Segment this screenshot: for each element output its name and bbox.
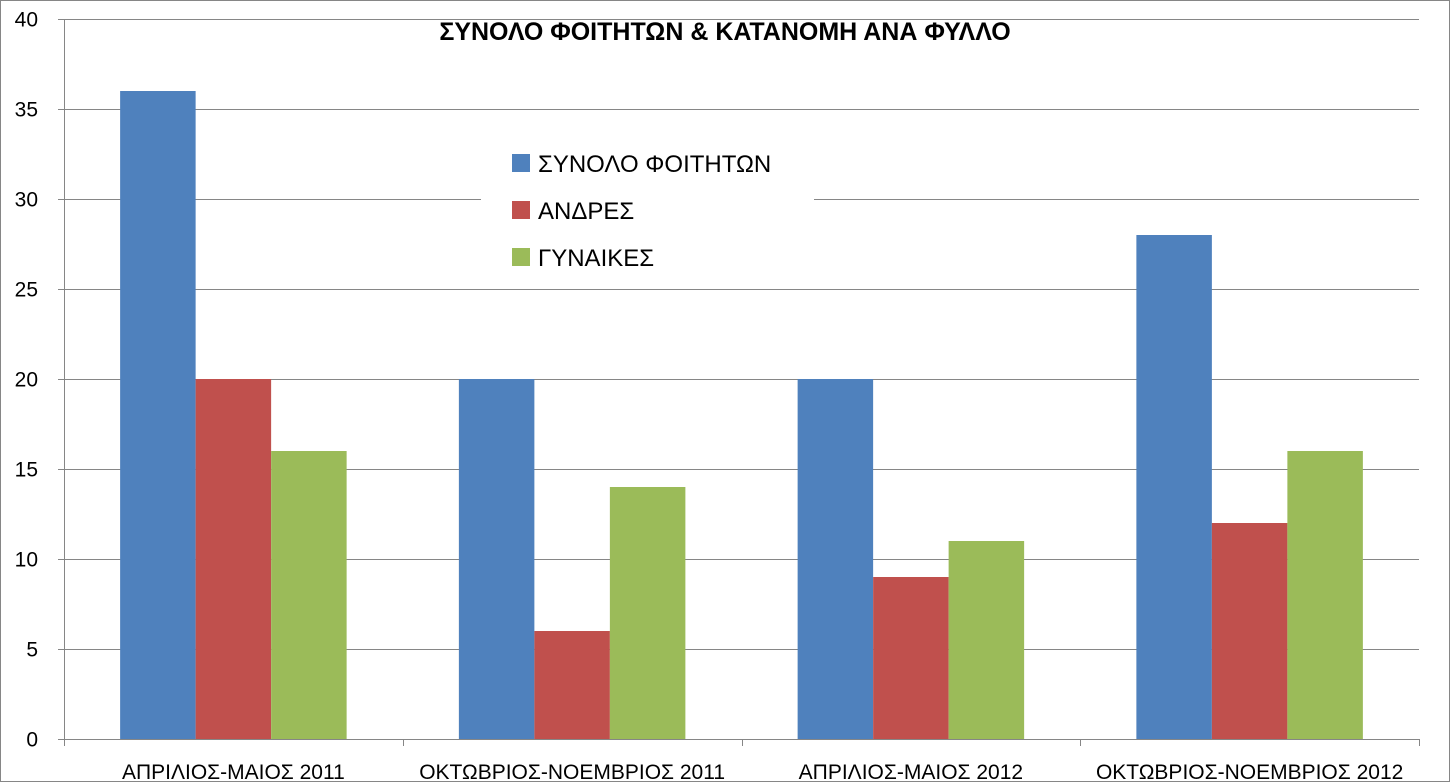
x-category-label: ΟΚΤΩΒΡΙΟΣ-ΝΟΕΜΒΡΙΟΣ 2011	[419, 761, 725, 782]
legend-label: ΑΝΔΡΕΣ	[538, 198, 634, 225]
bar	[1287, 451, 1363, 739]
x-category-label: ΑΠΡΙΛΙΟΣ-ΜΑΙΟΣ 2012	[799, 761, 1023, 782]
bar	[797, 379, 874, 739]
y-tick-label: 30	[15, 189, 38, 212]
bar	[609, 487, 686, 739]
y-tick-label: 10	[15, 549, 38, 572]
legend-box	[481, 137, 814, 277]
legend: ΣΥΝΟΛΟ ΦΟΙΤΗΤΩΝ ΑΝΔΡΕΣ ΓΥΝΑΙΚΕΣ	[481, 137, 814, 277]
legend-label: ΓΥΝΑΙΚΕΣ	[538, 245, 654, 272]
y-tick-label: 25	[15, 279, 38, 302]
y-tick-label: 0	[26, 729, 38, 752]
chart-title: ΣΥΝΟΛΟ ΦΟΙΤΗΤΩΝ & ΚΑΤΑΝΟΜΗ ΑΝΑ ΦΥΛΛΟ	[439, 18, 1010, 46]
legend-swatch	[512, 154, 530, 172]
bar	[873, 577, 949, 739]
bar	[534, 631, 610, 739]
legend-label: ΣΥΝΟΛΟ ΦΟΙΤΗΤΩΝ	[538, 151, 771, 178]
axes	[58, 19, 1420, 746]
y-tick-label: 20	[15, 369, 38, 392]
bar	[948, 541, 1025, 739]
bar	[1211, 523, 1288, 739]
y-tick-label: 5	[26, 639, 38, 662]
bars	[120, 91, 1363, 739]
x-category-label: ΟΚΤΩΒΡΙΟΣ-ΝΟΕΜΒΡΙΟΣ 2012	[1096, 761, 1403, 782]
bar	[195, 379, 272, 739]
bar	[1136, 235, 1212, 739]
y-tick-label: 35	[15, 99, 38, 122]
bar	[271, 451, 347, 739]
y-tick-label: 15	[15, 459, 38, 482]
legend-swatch	[512, 248, 530, 266]
x-category-label: ΑΠΡΙΛΙΟΣ-ΜΑΙΟΣ 2011	[122, 761, 345, 782]
axis-labels: 0 5 10 15 20 25 30 35 40 ΑΠΡΙΛΙΟΣ-ΜΑΙΟΣ 2011 ΟΚΤΩΒ…	[15, 9, 1404, 782]
bar	[120, 91, 196, 739]
bar	[458, 379, 535, 739]
legend-swatch	[512, 201, 530, 219]
y-tick-label: 40	[15, 9, 38, 32]
